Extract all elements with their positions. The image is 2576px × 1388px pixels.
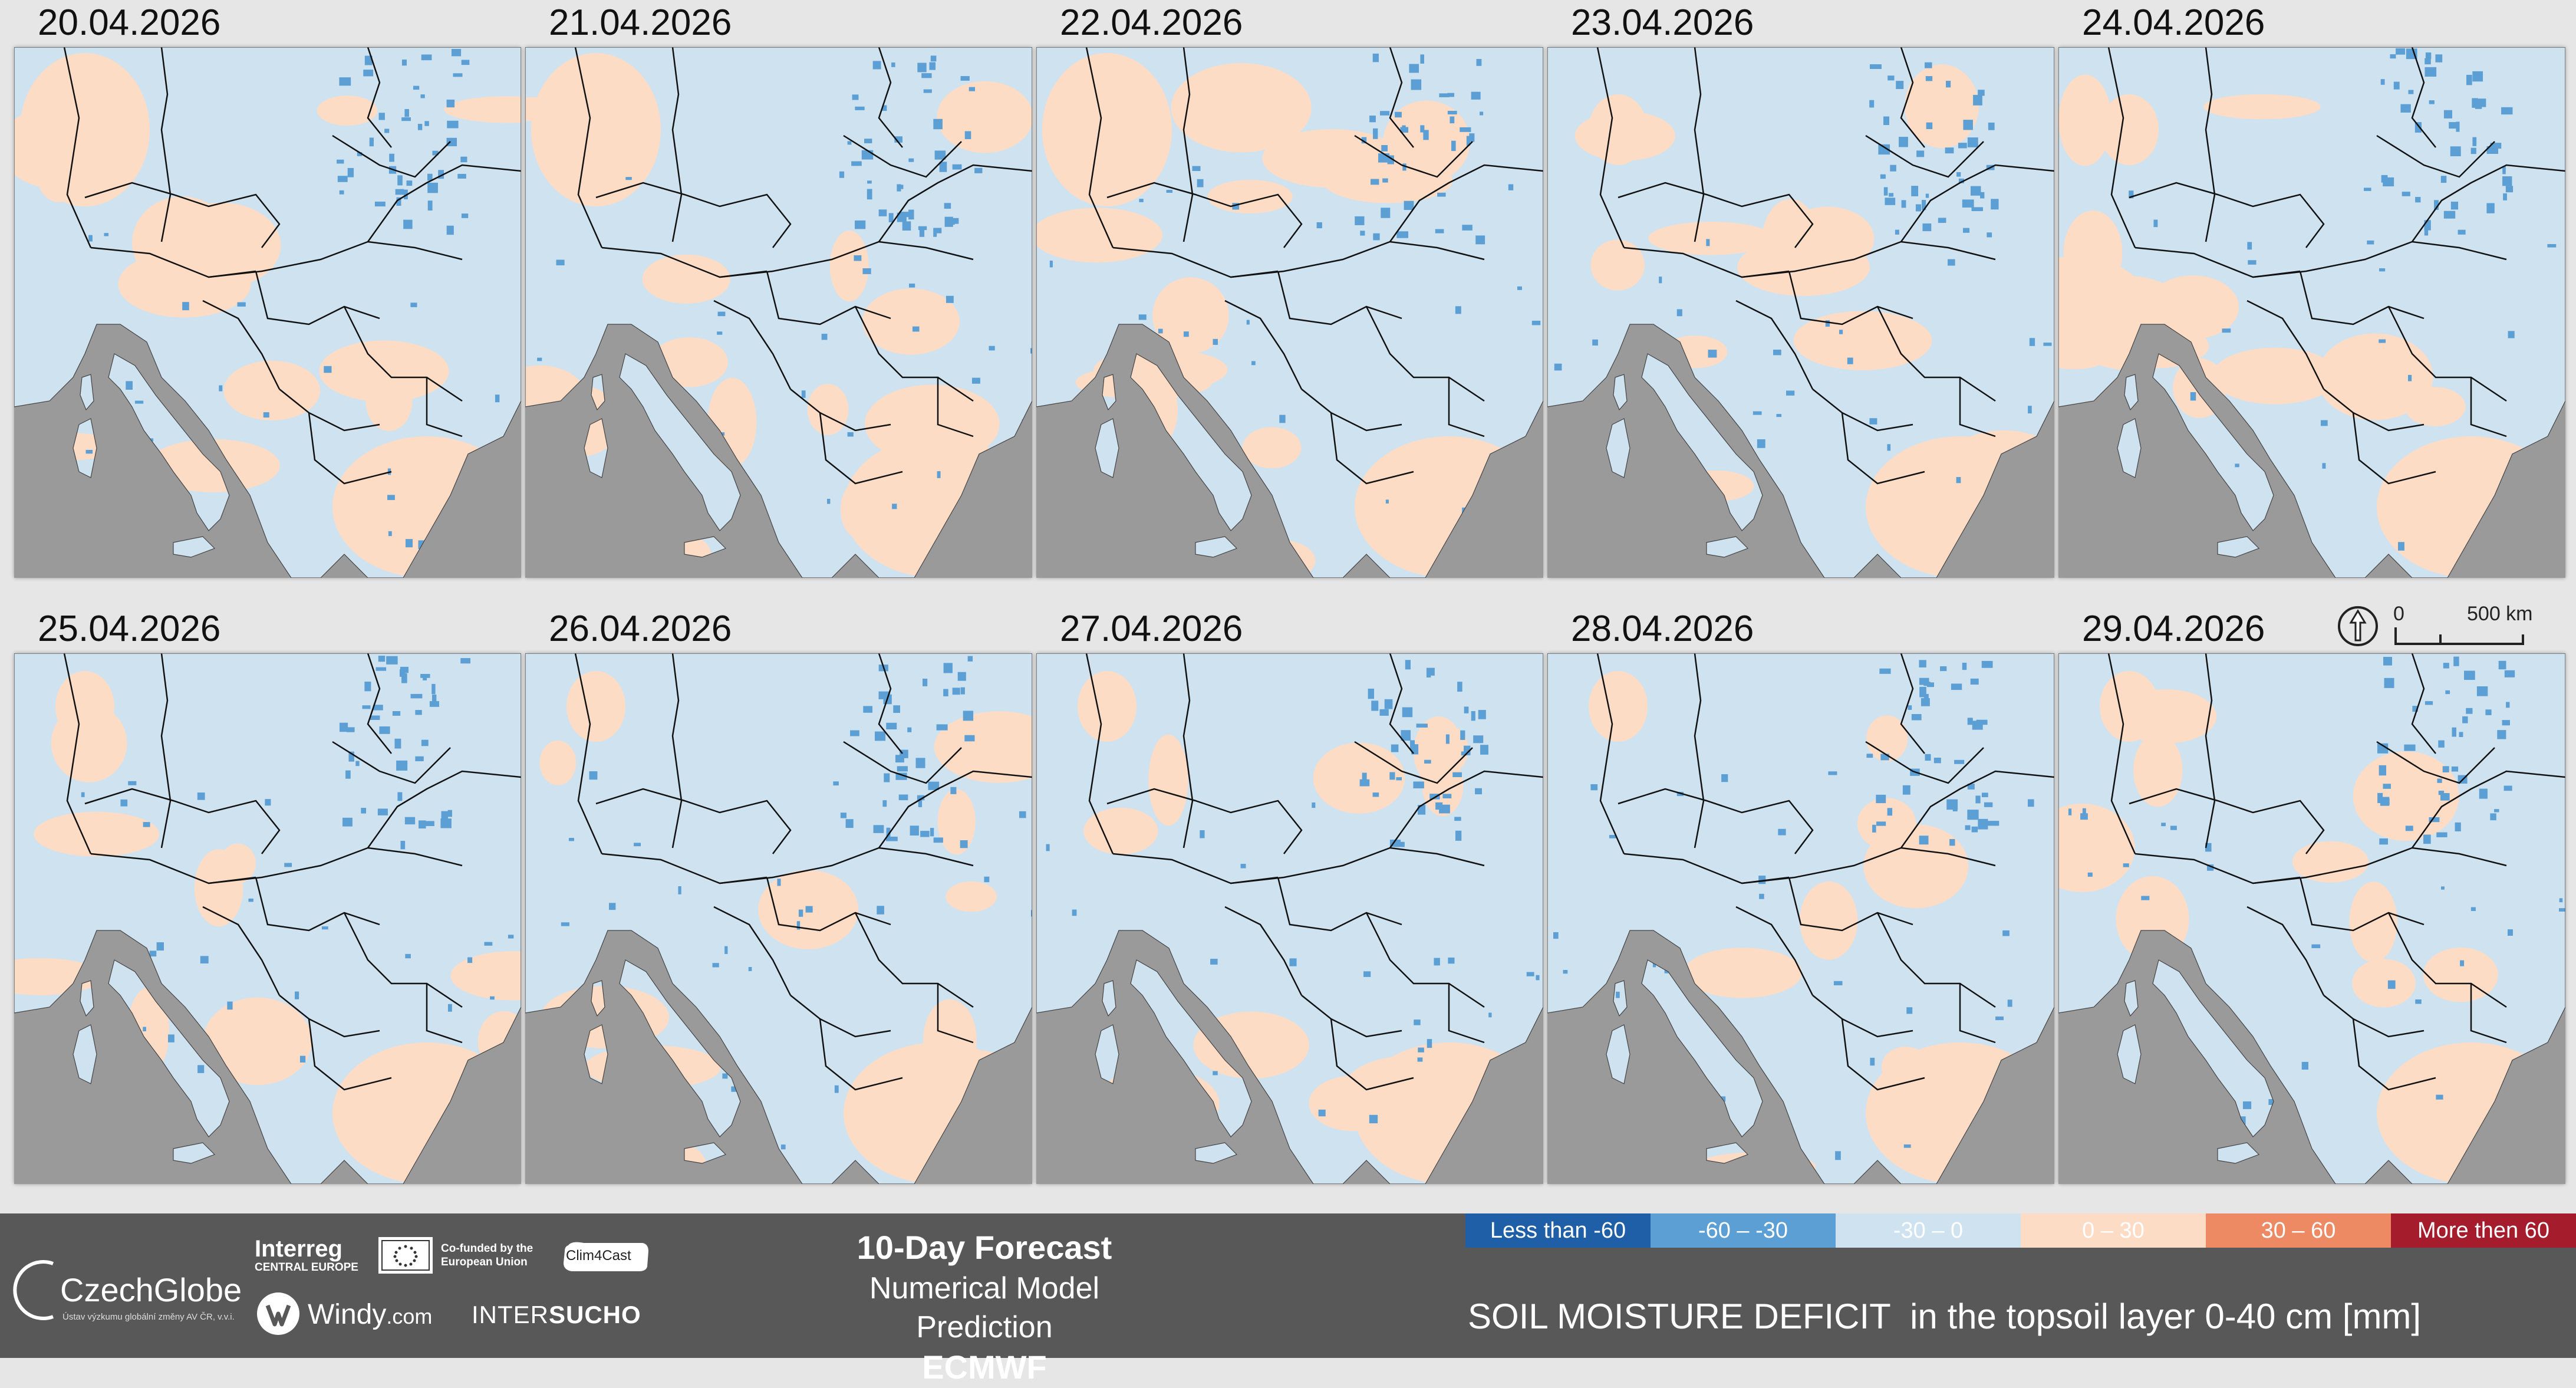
windy-name: Windy (308, 1299, 386, 1330)
panel-date: 27.04.2026 (1060, 611, 1243, 647)
map-panel: 22.04.2026 (1036, 0, 1543, 590)
soil-moisture-map (14, 47, 521, 578)
north-arrow-icon (2339, 607, 2377, 645)
forecast-title: 10-Day Forecast (802, 1226, 1167, 1269)
map-panel: 28.04.2026 (1547, 606, 2054, 1196)
eu-flag-icon (378, 1237, 433, 1274)
panel-date: 26.04.2026 (549, 611, 732, 647)
panel-date: 24.04.2026 (2082, 5, 2265, 41)
legend-class-label: 30 – 60 (2261, 1218, 2336, 1244)
panel-date: 28.04.2026 (1571, 611, 1754, 647)
forecast-info: 10-Day Forecast Numerical Model Predicti… (802, 1226, 1167, 1388)
map-panel: 24.04.2026 (2058, 0, 2565, 590)
legend-class: Less than -60 (1465, 1213, 1651, 1248)
soil-moisture-map (1036, 653, 1543, 1184)
scale-distance-label: 500 km (2467, 603, 2533, 625)
map-panel: 20.04.2026 (14, 0, 521, 590)
windy-domain: .com (386, 1304, 432, 1328)
czechglobe-subtitle: Ústav výzkumu globální změny AV ČR, v.v.… (62, 1312, 235, 1322)
scale-bar: 0 500 km (2334, 603, 2570, 650)
forecast-subtitle: Numerical Model Prediction (802, 1269, 1167, 1347)
legend-class: More then 60 (2391, 1213, 2576, 1248)
intersucho-logo: INTERSUCHO (472, 1301, 641, 1329)
clim4cast-logo: Clim4Cast (560, 1239, 651, 1274)
footer-bar: CzechGlobe Ústav výzkumu globální změny … (0, 1213, 2576, 1358)
globe-icon (12, 1252, 65, 1328)
panel-date: 20.04.2026 (38, 5, 220, 41)
map-panel: 23.04.2026 (1547, 0, 2054, 590)
map-panel: 21.04.2026 (525, 0, 1032, 590)
soil-moisture-map (525, 47, 1032, 578)
windy-logo: Windy.com (255, 1290, 443, 1337)
soil-moisture-map (2058, 653, 2565, 1184)
legend-class-label: Less than -60 (1490, 1218, 1626, 1244)
windy-icon (255, 1290, 302, 1337)
interreg-subtitle: CENTRAL EUROPE (255, 1261, 358, 1274)
legend-class-label: -30 – 0 (1893, 1218, 1963, 1244)
soil-moisture-map (1036, 47, 1543, 578)
soil-moisture-map (1547, 47, 2054, 578)
intersucho-prefix: INTER (472, 1301, 549, 1328)
legend-class: 30 – 60 (2206, 1213, 2391, 1248)
interreg-name: Interreg (255, 1236, 358, 1262)
color-legend: Less than -60 -60 – -30 -30 – 0 0 – 30 3… (1465, 1213, 2576, 1248)
soil-moisture-map (525, 653, 1032, 1184)
legend-class: -30 – 0 (1836, 1213, 2021, 1248)
legend-title: SOIL MOISTURE DEFICIT in the topsoil lay… (1468, 1296, 2421, 1337)
map-panel: 26.04.2026 (525, 606, 1032, 1196)
legend-class-label: -60 – -30 (1698, 1218, 1788, 1244)
panel-date: 21.04.2026 (549, 5, 732, 41)
legend-class-label: 0 – 30 (2082, 1218, 2145, 1244)
map-panel: 29.04.2026 (2058, 606, 2565, 1196)
soil-moisture-map (2058, 47, 2565, 578)
cofunded-text: Co-funded by the European Union (441, 1242, 553, 1269)
soil-moisture-map (1547, 653, 2054, 1184)
legend-class: -60 – -30 (1651, 1213, 1836, 1248)
interreg-logo: Interreg CENTRAL EUROPE (255, 1236, 358, 1274)
czechglobe-name: CzechGlobe (60, 1271, 242, 1309)
panel-date: 23.04.2026 (1571, 5, 1754, 41)
panel-date: 25.04.2026 (38, 611, 220, 647)
czechglobe-logo: CzechGlobe Ústav výzkumu globální změny … (12, 1246, 236, 1328)
soil-moisture-map (14, 653, 521, 1184)
map-panel: 27.04.2026 (1036, 606, 1543, 1196)
map-panel: 25.04.2026 (14, 606, 521, 1196)
clim4cast-name: Clim4Cast (566, 1248, 631, 1264)
legend-class: 0 – 30 (2021, 1213, 2206, 1248)
scale-zero-label: 0 (2393, 603, 2404, 625)
panel-date: 22.04.2026 (1060, 5, 1243, 41)
panel-date: 29.04.2026 (2082, 611, 2265, 647)
intersucho-suffix: SUCHO (549, 1301, 641, 1328)
legend-class-label: More then 60 (2417, 1218, 2549, 1244)
forecast-model: ECMWF (802, 1347, 1167, 1388)
